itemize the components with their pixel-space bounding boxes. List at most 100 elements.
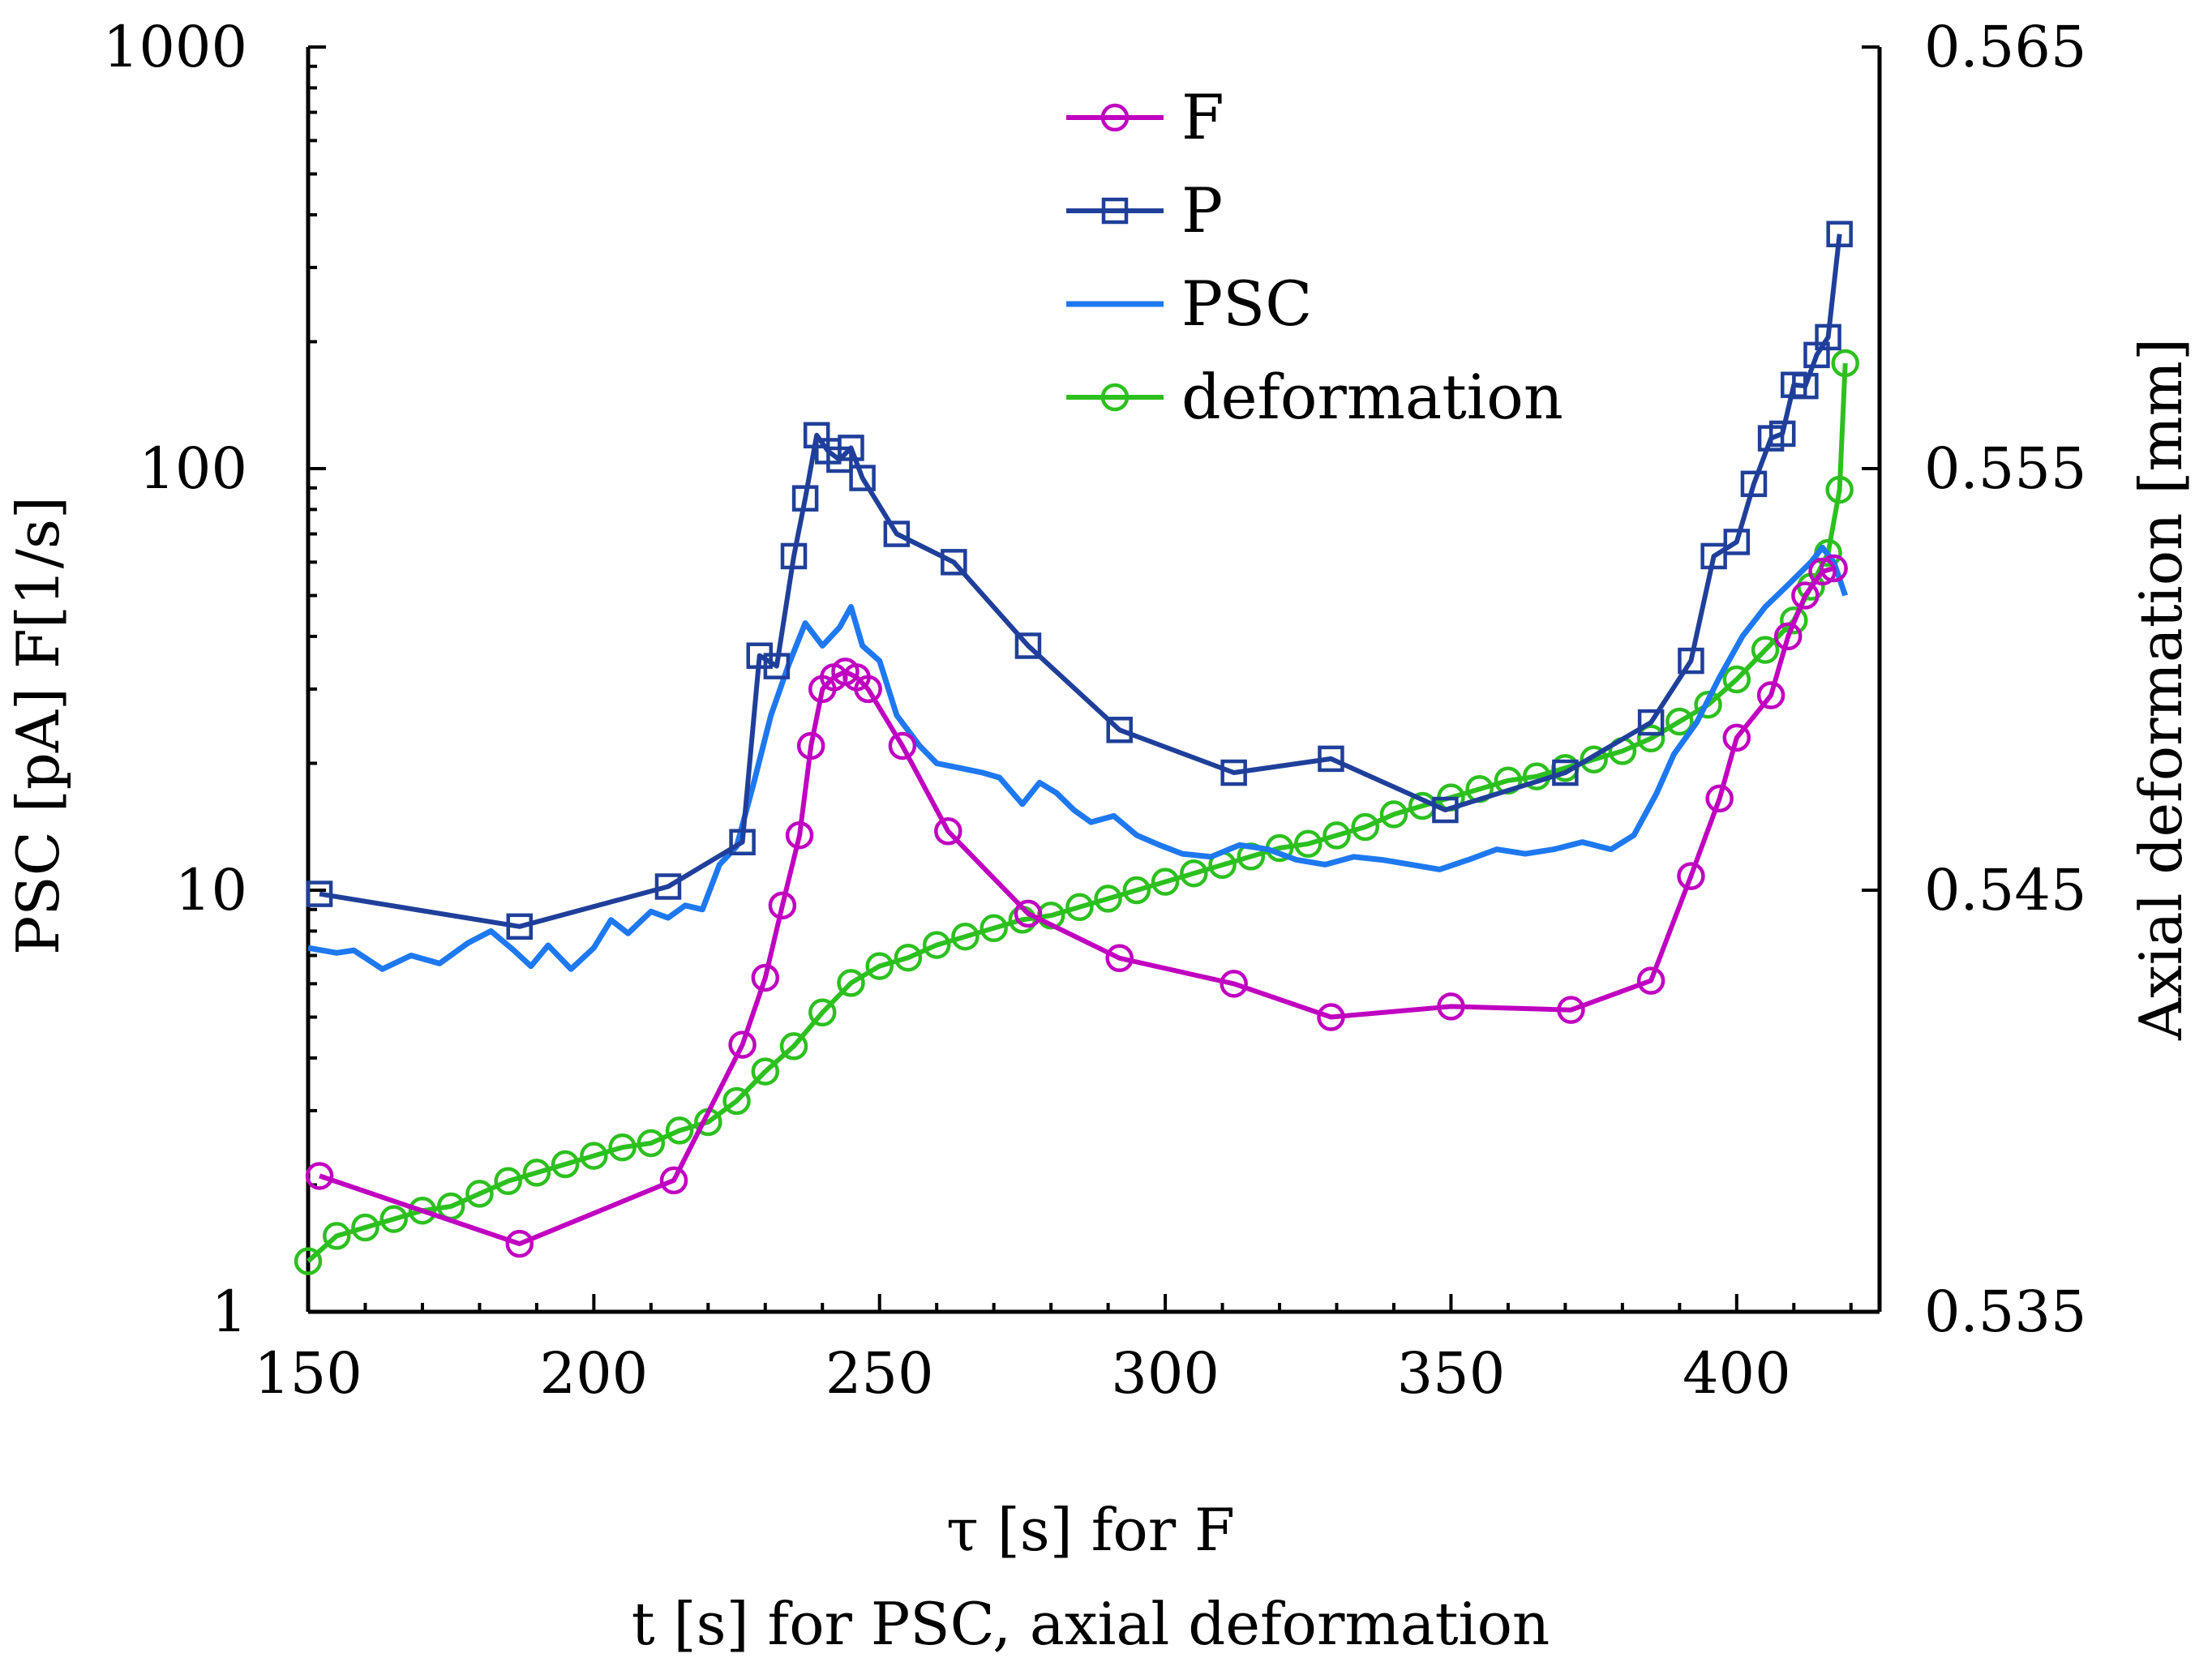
data-point-f: [1808, 557, 1837, 586]
legend-marker: [1101, 197, 1129, 225]
data-point-p: [791, 485, 819, 512]
data-point-p: [1826, 221, 1853, 247]
data-point-f: [751, 963, 780, 992]
axes: 150 200 250 300 350 400 1 10 100 1000 0.535 0.545 0.…: [103, 14, 2087, 1407]
x-tick-label: 400: [1683, 1340, 1791, 1407]
data-point-deformation: [779, 1032, 808, 1060]
data-point-f: [1773, 622, 1803, 651]
y-tick-label-right: 0.545: [1924, 857, 2086, 923]
data-point-f: [1014, 899, 1043, 928]
data-point-f: [505, 1229, 534, 1258]
data-point-deformation: [922, 931, 951, 959]
data-point-p: [654, 873, 682, 900]
data-point-deformation: [494, 1167, 522, 1196]
data-point-p: [1552, 759, 1579, 786]
legend-label: PSC: [1181, 268, 1312, 340]
data-point-f: [1820, 554, 1848, 583]
data-point-deformation: [1825, 475, 1854, 504]
data-point-deformation: [1665, 707, 1694, 736]
legend-entry-f: F: [1066, 81, 1224, 153]
legend-entry-p: P: [1066, 174, 1223, 246]
data-point-p: [763, 653, 791, 679]
data-point-f: [728, 1030, 757, 1059]
data-point-deformation: [608, 1133, 637, 1162]
data-point-p: [1678, 647, 1704, 675]
x-axis-title-line-2: t [s] for PSC, axial deformation: [632, 1590, 1550, 1658]
data-point-deformation: [1379, 800, 1408, 829]
data-point-deformation: [322, 1222, 351, 1250]
data-point-p: [506, 913, 533, 940]
legend-entry-deformation: deformation: [1066, 361, 1563, 433]
data-point-p: [838, 435, 864, 461]
y-tick-label-left: 1000: [103, 14, 247, 80]
data-point-deformation: [408, 1196, 437, 1225]
y-tick-label-left: 1: [211, 1279, 247, 1345]
data-point-deformation: [1180, 859, 1208, 888]
data-point-deformation: [980, 914, 1008, 943]
x-tick-label: 350: [1397, 1340, 1506, 1407]
data-point-f: [888, 731, 917, 760]
y-axis-title-left: PSC [pA] F[1/s]: [4, 496, 72, 955]
data-point-deformation: [379, 1205, 408, 1233]
data-point-f: [1317, 1003, 1345, 1031]
data-point-p: [1318, 745, 1344, 773]
data-point-f: [1722, 723, 1751, 752]
y-tick-label-left: 100: [139, 435, 247, 502]
data-point-deformation: [1151, 867, 1180, 896]
data-point-deformation: [808, 998, 837, 1027]
x-tick-label: 150: [254, 1340, 362, 1407]
y-tick-label-right: 0.565: [1924, 14, 2086, 80]
data-point-p: [1740, 470, 1768, 498]
data-point-deformation: [722, 1086, 751, 1116]
data-point-f: [1677, 862, 1705, 890]
data-point-f: [796, 731, 825, 760]
data-point-p: [306, 880, 333, 907]
data-point-p: [1723, 529, 1751, 555]
x-axis-title-line-1: τ [s] for F: [946, 1496, 1235, 1564]
data-point-p: [1815, 323, 1841, 351]
data-point-deformation: [951, 922, 980, 951]
data-point-f: [1220, 970, 1248, 998]
series-p: [306, 221, 1853, 940]
data-point-deformation: [894, 943, 923, 972]
series-f: [305, 554, 1848, 1258]
data-point-deformation: [751, 1057, 780, 1086]
data-point-deformation: [580, 1142, 608, 1170]
legend-marker: [1100, 383, 1130, 412]
data-point-deformation: [665, 1116, 694, 1145]
y-tick-label-right: 0.555: [1924, 435, 2086, 502]
data-point-p: [1700, 542, 1727, 570]
legend-label: deformation: [1181, 361, 1563, 433]
data-point-deformation: [1751, 636, 1780, 664]
data-point-f: [1437, 992, 1465, 1021]
data-point-f: [1756, 681, 1785, 709]
legend-label: F: [1181, 81, 1224, 153]
data-point-p: [849, 465, 876, 491]
y-axis-title-right: Axial deformation [mm]: [2127, 338, 2195, 1041]
data-point-f: [1636, 966, 1665, 995]
data-point-p: [1220, 759, 1247, 786]
x-tick-label: 300: [1111, 1340, 1220, 1407]
data-point-f: [1557, 996, 1585, 1024]
data-point-f: [305, 1162, 334, 1190]
data-point-p: [729, 829, 756, 855]
series-psc: [307, 544, 1849, 972]
data-point-f: [1705, 784, 1734, 813]
data-point-deformation: [1322, 821, 1351, 850]
series-layer: [294, 221, 1859, 1275]
data-point-deformation: [1780, 606, 1808, 635]
data-point-deformation: [1294, 829, 1322, 859]
data-point-p: [1637, 709, 1665, 736]
data-point-f: [854, 675, 882, 704]
data-point-p: [1432, 796, 1459, 824]
data-point-f: [785, 820, 814, 850]
data-point-p: [1014, 632, 1042, 659]
x-tick-label: 200: [540, 1340, 649, 1407]
data-point-f: [768, 891, 797, 920]
data-point-p: [1792, 372, 1819, 400]
data-point-deformation: [465, 1180, 494, 1208]
data-point-f: [1791, 581, 1820, 610]
legend: FP PSC deformation: [1066, 81, 1563, 433]
data-point-deformation: [1694, 690, 1722, 719]
